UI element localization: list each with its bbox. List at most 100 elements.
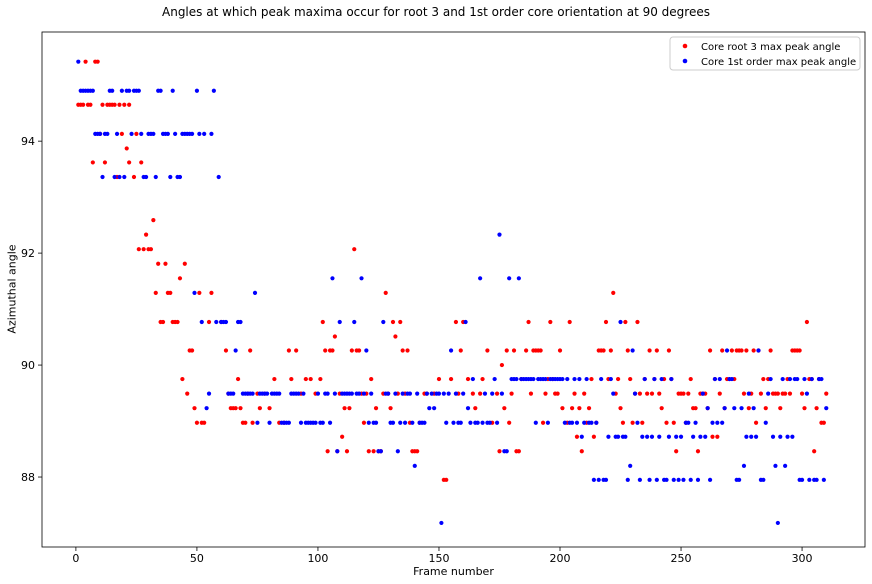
data-point: [83, 59, 88, 64]
data-point: [819, 376, 824, 382]
data-point: [388, 406, 393, 411]
data-point: [710, 434, 715, 439]
data-point: [458, 348, 463, 353]
data-point: [168, 174, 173, 180]
data-point: [214, 319, 219, 325]
data-point: [751, 406, 756, 411]
data-point: [272, 376, 277, 382]
data-point: [516, 449, 521, 454]
data-point: [659, 376, 664, 382]
data-point: [216, 174, 221, 180]
data-point: [127, 88, 132, 93]
data-point: [393, 334, 398, 339]
data-point: [151, 131, 156, 136]
data-point: [630, 420, 635, 425]
data-point: [751, 348, 756, 353]
data-point: [170, 88, 175, 93]
data-point: [453, 391, 459, 396]
data-point: [369, 376, 374, 382]
data-point: [659, 406, 664, 411]
data-point: [398, 420, 403, 425]
data-point: [267, 420, 272, 425]
data-point: [511, 348, 517, 353]
data-point: [821, 420, 826, 425]
data-point: [640, 434, 645, 439]
data-point: [616, 376, 621, 382]
data-point: [180, 376, 185, 382]
data-point: [349, 348, 354, 353]
data-point: [582, 391, 587, 396]
data-point: [608, 348, 613, 353]
data-point: [524, 348, 529, 353]
data-point: [448, 348, 454, 353]
data-point: [231, 391, 236, 396]
data-point: [158, 88, 163, 93]
data-point: [267, 406, 272, 411]
data-point: [640, 420, 645, 425]
data-point: [775, 520, 780, 526]
data-point: [744, 348, 749, 353]
data-point: [136, 88, 141, 93]
data-point: [286, 420, 291, 425]
data-point: [693, 420, 698, 425]
data-point: [499, 391, 505, 396]
series-1st-order-points: [76, 59, 829, 526]
data-point: [407, 391, 413, 396]
data-point: [478, 391, 483, 396]
data-point: [313, 420, 318, 425]
data-point: [134, 131, 139, 136]
data-point: [257, 406, 262, 411]
data-point: [277, 391, 282, 396]
data-point: [671, 420, 676, 425]
data-point: [102, 160, 108, 165]
data-point: [373, 406, 379, 411]
data-point: [105, 131, 110, 136]
data-point: [175, 319, 180, 325]
data-point: [507, 420, 512, 425]
data-point: [136, 247, 141, 252]
data-point: [415, 391, 420, 396]
data-point: [804, 391, 810, 396]
data-point: [746, 391, 751, 396]
data-point: [473, 406, 478, 411]
data-point: [192, 290, 197, 295]
data-point: [799, 391, 805, 396]
data-point: [732, 406, 737, 411]
data-point: [117, 102, 122, 107]
data-point: [97, 131, 103, 136]
data-point: [129, 131, 134, 136]
data-point: [645, 434, 650, 439]
y-tick-label: 94: [21, 135, 35, 148]
data-point: [628, 376, 633, 382]
data-point: [797, 348, 802, 353]
data-point: [579, 434, 584, 439]
data-point: [589, 376, 594, 382]
data-point: [499, 362, 505, 368]
data-point: [301, 391, 306, 396]
data-point: [637, 477, 642, 482]
data-point: [165, 131, 170, 136]
data-point: [458, 420, 463, 425]
data-point: [504, 449, 509, 454]
data-point: [318, 376, 323, 382]
data-point: [209, 290, 214, 295]
data-point: [468, 420, 473, 425]
legend-label: Core root 3 max peak angle: [701, 42, 840, 53]
data-point: [821, 477, 826, 482]
data-point: [601, 348, 606, 353]
data-point: [424, 391, 429, 396]
data-point: [671, 477, 676, 482]
data-point: [139, 160, 144, 165]
data-point: [753, 420, 759, 425]
data-point: [177, 174, 183, 180]
data-point: [194, 88, 200, 93]
data-point: [707, 477, 713, 482]
data-point: [320, 420, 325, 425]
data-point: [570, 420, 575, 425]
data-point: [623, 319, 628, 325]
data-point: [298, 420, 304, 425]
data-point: [478, 276, 483, 281]
data-point: [758, 391, 764, 396]
data-point: [189, 131, 195, 136]
